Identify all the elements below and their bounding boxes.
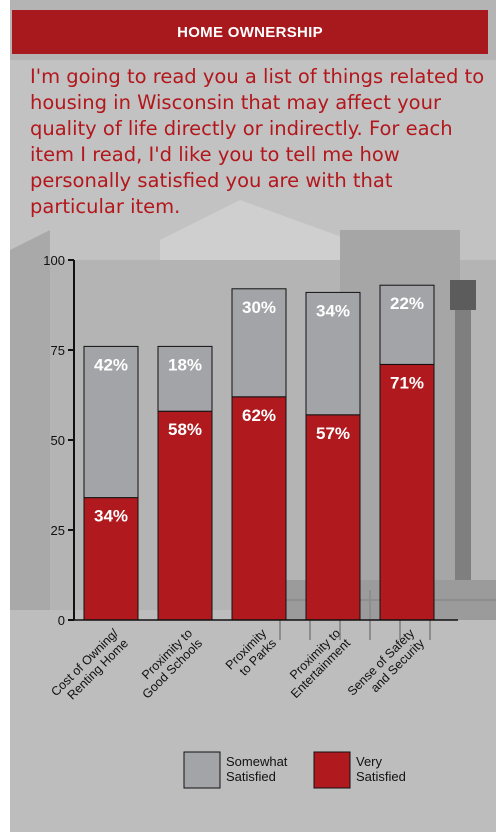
data-label-somewhat-satisfied: 42% — [94, 355, 128, 374]
bar-very-satisfied — [83, 497, 139, 621]
x-tick-label: Proximity toEntertainment — [278, 626, 353, 701]
legend-label: Somewhat Satisfied — [226, 754, 288, 784]
bar-very-satisfied — [379, 363, 435, 621]
legend: Somewhat Satisfied Very Satisfied — [183, 751, 406, 789]
data-label-very-satisfied: 71% — [390, 373, 424, 392]
bar-somewhat-satisfied — [157, 345, 213, 412]
legend-swatch — [313, 751, 351, 789]
y-tick-label: 75 — [51, 343, 65, 358]
data-label-somewhat-satisfied: 22% — [390, 294, 424, 313]
x-tick-label: Sense of Safetyand Security — [345, 626, 428, 709]
data-label-very-satisfied: 57% — [316, 424, 350, 443]
legend-label: Very Satisfied — [356, 754, 406, 784]
x-tick-label: Proximity toGood Schools — [130, 626, 205, 701]
x-tick-label: Cost of Owning/Renting Home — [48, 626, 131, 709]
x-axis-labels: Cost of Owning/Renting Home Proximity toG… — [48, 626, 428, 709]
bar-somewhat-satisfied — [231, 288, 287, 398]
data-label-very-satisfied: 62% — [242, 406, 276, 425]
y-tick-label: 0 — [58, 613, 65, 628]
survey-question-text: I'm going to read you a list of things r… — [30, 65, 485, 218]
y-tick-label: 25 — [51, 523, 65, 538]
data-label-somewhat-satisfied: 34% — [316, 301, 350, 320]
bar-somewhat-satisfied — [83, 345, 139, 499]
y-tick-label: 100 — [43, 253, 65, 268]
panel-title: HOME OWNERSHIP — [12, 10, 488, 54]
x-tick-label: Proximityto Parks — [223, 626, 280, 683]
data-label-somewhat-satisfied: 18% — [168, 355, 202, 374]
bar-somewhat-satisfied — [305, 291, 361, 416]
bar-somewhat-satisfied — [379, 284, 435, 365]
y-tick-label: 50 — [51, 433, 65, 448]
bar-very-satisfied — [305, 414, 361, 621]
bar-very-satisfied — [231, 396, 287, 621]
legend-swatch — [183, 751, 221, 789]
y-axis: 0 25 50 75 100 — [43, 253, 458, 628]
data-label-very-satisfied: 34% — [94, 507, 128, 526]
bar-very-satisfied — [157, 410, 213, 621]
data-label-somewhat-satisfied: 30% — [242, 298, 276, 317]
bars-group: 34% 42% 58% 18% 62% 30% 57% 34% 71% 22% — [83, 284, 435, 621]
data-label-very-satisfied: 58% — [168, 420, 202, 439]
